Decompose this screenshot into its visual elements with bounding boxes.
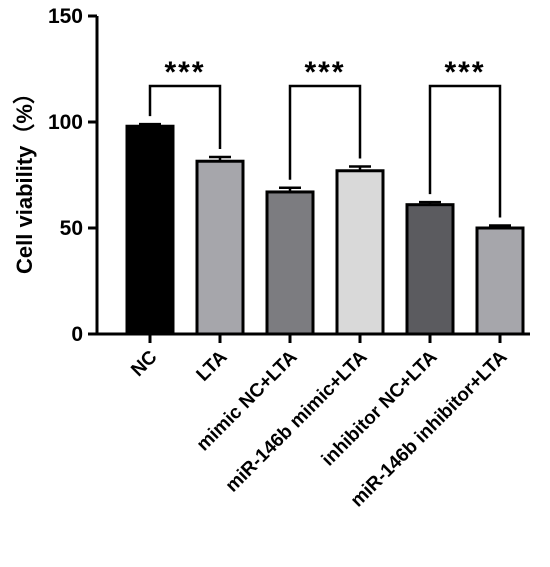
category-label-0: NC xyxy=(127,346,161,380)
y-tick-label: 100 xyxy=(48,111,83,134)
significance-label-0: *** xyxy=(164,56,205,89)
bar-2 xyxy=(265,190,315,336)
bar-4 xyxy=(405,203,455,336)
y-tick-label: 50 xyxy=(60,217,83,240)
bars xyxy=(125,122,525,336)
significance-bracket-0 xyxy=(148,84,222,149)
y-axis: 0 50 100 150 xyxy=(48,5,99,346)
y-axis-label: Cell viability（%） xyxy=(12,82,37,274)
significance-label-1: *** xyxy=(304,56,345,89)
significance-bracket-2 xyxy=(428,84,502,218)
y-tick-label: 0 xyxy=(71,323,83,346)
bar-5 xyxy=(475,226,525,336)
bar-0 xyxy=(125,124,175,336)
category-label-1: LTA xyxy=(193,346,232,385)
significance-brackets: *** *** *** xyxy=(148,56,502,218)
significance-label-2: *** xyxy=(444,56,485,89)
category-label-4: inhibitor NC+LTA xyxy=(318,346,442,470)
significance-bracket-1 xyxy=(288,84,362,180)
y-tick-label: 150 xyxy=(48,5,83,28)
bar-3 xyxy=(335,169,385,336)
category-label-3: miR-146b mimic+LTA xyxy=(222,346,372,496)
bar-1 xyxy=(195,159,245,336)
